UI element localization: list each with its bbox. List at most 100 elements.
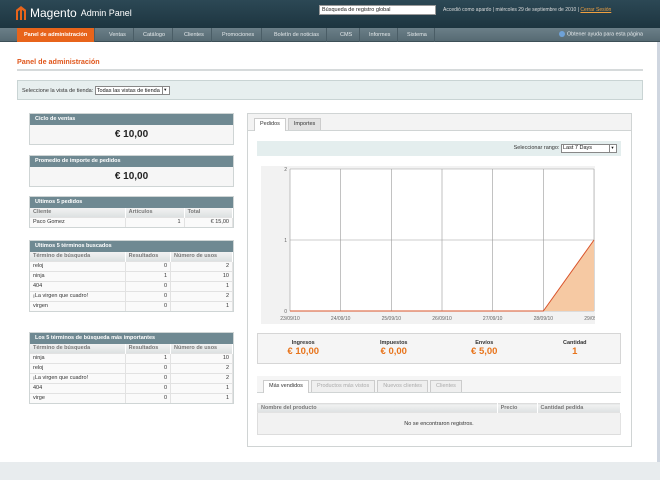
orders-box: Ultimos 5 pedidos ClienteArtículosTotal … (29, 196, 234, 228)
footer (0, 462, 660, 480)
cell: 0 (125, 301, 170, 311)
page-title: Panel de administración (17, 57, 100, 66)
sales-value: € 10,00 (30, 125, 233, 144)
store-label: Seleccione la vista de tienda: (22, 88, 93, 94)
total-revenue: Ingresos€ 10,00 (258, 334, 349, 363)
x-tick-label: 28/09/10 (534, 316, 554, 322)
col-header[interactable]: Resultados (125, 252, 170, 261)
total-value: € 5,00 (439, 346, 530, 357)
cell: ninja (30, 271, 125, 281)
x-tick-label: 26/09/10 (432, 316, 452, 322)
cell: ¡La virgen que cuadro! (30, 373, 125, 383)
cell: 10 (171, 271, 233, 281)
table-row[interactable]: ninja110 (30, 271, 233, 281)
nav-cms[interactable]: CMS (333, 28, 360, 42)
tab-new-customers[interactable]: Nuevos clientes (377, 380, 428, 392)
cell: 1 (171, 393, 233, 403)
col-header[interactable]: Cliente (30, 208, 125, 217)
col-header[interactable]: Artículos (125, 208, 184, 217)
logo[interactable]: Magento Admin Panel (16, 6, 132, 20)
avg-value: € 10,00 (30, 167, 233, 186)
tab-orders[interactable]: Pedidos (254, 118, 286, 131)
global-search-input[interactable]: Búsqueda de registro global (319, 5, 436, 15)
range-value: Last 7 Days (563, 145, 592, 151)
box-title: Los 5 términos de búsqueda más important… (30, 333, 233, 344)
last-search-table: Término de búsquedaResultadosNúmero de u… (30, 252, 233, 311)
table-row[interactable]: virgen01 (30, 301, 233, 311)
nav-catalog[interactable]: Catálogo (136, 28, 173, 42)
total-value: 1 (530, 346, 621, 357)
help-link[interactable]: Obtener ayuda para esta página (559, 31, 643, 37)
range-bar: Seleccionar rango: Last 7 Days▼ (257, 141, 621, 156)
cell: 1 (171, 301, 233, 311)
divider (17, 69, 643, 71)
nav-sales[interactable]: Ventas (102, 28, 134, 42)
col-header[interactable]: Término de búsqueda (30, 344, 125, 353)
total-tax: Impuestos€ 0,00 (349, 334, 440, 363)
cell: 1 (125, 353, 170, 363)
table-row[interactable]: ¡La virgen que cuadro!02 (30, 291, 233, 301)
nav-customers[interactable]: Clientes (177, 28, 212, 42)
help-text: Obtener ayuda para esta página (567, 31, 643, 37)
dashboard-diagrams: PedidosImportes Seleccionar rango: Last … (247, 113, 632, 447)
col-header[interactable]: Término de búsqueda (30, 252, 125, 261)
range-select[interactable]: Last 7 Days▼ (561, 144, 617, 153)
col-header[interactable]: Número de usos (171, 252, 233, 261)
x-tick-label: 23/09/10 (280, 316, 300, 322)
x-tick-label: 25/09/10 (382, 316, 402, 322)
cell: reloj (30, 363, 125, 373)
logout-link[interactable]: Cerrar Sesión (580, 7, 611, 13)
store-select[interactable]: Todas las vistas de tienda▼ (95, 86, 170, 95)
box-title: Ciclo de ventas (30, 114, 233, 125)
col-header[interactable]: Cantidad pedida (537, 404, 620, 413)
chevron-down-icon: ▼ (162, 87, 168, 94)
table-row[interactable]: ninja110 (30, 353, 233, 363)
tab-bestsellers[interactable]: Más vendidos (263, 380, 309, 393)
nav-dashboard[interactable]: Panel de administración (17, 28, 95, 42)
tab-customers[interactable]: Clientes (430, 380, 462, 392)
last-search-box: Ultimos 5 términos buscadosTérmino de bú… (29, 240, 234, 312)
col-header[interactable]: Total (184, 208, 232, 217)
col-header[interactable]: Número de usos (171, 344, 233, 353)
y-tick-label: 2 (284, 167, 287, 173)
nav-reports[interactable]: Informes (362, 28, 398, 42)
top-search-table: Término de búsquedaResultadosNúmero de u… (30, 344, 233, 403)
empty-message: No se encontraron registros. (258, 413, 621, 435)
total-quantity: Cantidad1 (530, 334, 621, 363)
cell: virge (30, 393, 125, 403)
cell: 2 (171, 291, 233, 301)
table-row[interactable]: reloj02 (30, 363, 233, 373)
x-tick-label: 24/09/10 (331, 316, 351, 322)
store-value: Todas las vistas de tienda (97, 88, 160, 94)
tab-amounts[interactable]: Importes (288, 118, 321, 130)
col-header[interactable]: Resultados (125, 344, 170, 353)
cell: 1 (125, 271, 170, 281)
table-row[interactable]: Paco Gomez1€ 15,00 (30, 217, 233, 227)
nav-system[interactable]: Sistema (400, 28, 435, 42)
table-row[interactable]: reloj02 (30, 261, 233, 271)
total-value: € 0,00 (349, 346, 440, 357)
cell: ninja (30, 353, 125, 363)
table-row[interactable]: ¡La virgen que cuadro!02 (30, 373, 233, 383)
nav-promotions[interactable]: Promociones (215, 28, 262, 42)
y-tick-label: 0 (284, 309, 287, 315)
table-row[interactable]: virge01 (30, 393, 233, 403)
tab-most-viewed[interactable]: Productos más vistos (311, 380, 375, 392)
col-header[interactable]: Precio (497, 404, 537, 413)
bestsellers-table: Nombre del productoPrecioCantidad pedida… (257, 403, 621, 435)
logo-sub: Admin Panel (81, 8, 132, 18)
table-row[interactable]: 40401 (30, 383, 233, 393)
nav-newsletter[interactable]: Boletín de noticias (267, 28, 327, 42)
cell: reloj (30, 261, 125, 271)
header: Magento Admin Panel Búsqueda de registro … (0, 0, 660, 28)
cell: 0 (125, 373, 170, 383)
empty-row: No se encontraron registros. (258, 413, 621, 435)
logo-text: Magento (30, 6, 77, 20)
cell: € 15,00 (184, 217, 232, 227)
sales-box: Ciclo de ventas€ 10,00 (29, 113, 234, 145)
table-row[interactable]: 40401 (30, 281, 233, 291)
cell: 0 (125, 383, 170, 393)
totals-bar: Ingresos€ 10,00 Impuestos€ 0,00 Envíos€ … (257, 333, 621, 364)
col-header[interactable]: Nombre del producto (258, 404, 498, 413)
cell: 404 (30, 281, 125, 291)
